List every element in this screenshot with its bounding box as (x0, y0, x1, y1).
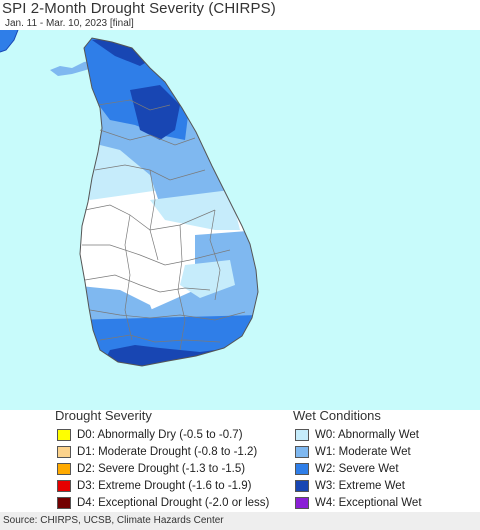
ocean (0, 30, 480, 410)
legend-swatch-d3 (57, 480, 71, 492)
source-credit: Source: CHIRPS, UCSB, Climate Hazards Ce… (0, 512, 480, 530)
legend-item-d3: D3: Extreme Drought (-1.6 to -1.9) (57, 478, 251, 494)
legend-item-d1: D1: Moderate Drought (-0.8 to -1.2) (57, 444, 257, 460)
map-title: SPI 2-Month Drought Severity (CHIRPS) (2, 0, 276, 17)
legend-swatch-w3 (295, 480, 309, 492)
legend-swatch-w0 (295, 429, 309, 441)
legend-swatch-w1 (295, 446, 309, 458)
legend-item-w4: W4: Exceptional Wet (295, 495, 422, 511)
district-boundaries (82, 99, 246, 351)
legend-item-d2: D2: Severe Drought (-1.3 to -1.5) (57, 461, 245, 477)
map-subtitle: Jan. 11 - Mar. 10, 2023 [final] (5, 18, 134, 29)
legend-item-w3: W3: Extreme Wet (295, 478, 405, 494)
jaffna-peninsula (50, 50, 120, 76)
legend-swatch-d4 (57, 497, 71, 509)
sri-lanka-map (0, 30, 480, 410)
legend-swatch-d2 (57, 463, 71, 475)
legend-item-d0: D0: Abnormally Dry (-0.5 to -0.7) (57, 427, 243, 443)
wet-legend-heading: Wet Conditions (293, 408, 381, 423)
india-coast-edge (0, 30, 19, 53)
legend-swatch-d1 (57, 446, 71, 458)
legend-item-d4: D4: Exceptional Drought (-2.0 or less) (57, 495, 269, 511)
india-coast (0, 30, 18, 52)
legend-item-w0: W0: Abnormally Wet (295, 427, 419, 443)
legend-swatch-w2 (295, 463, 309, 475)
wet-w0-east (150, 190, 240, 230)
legend-swatch-d0 (57, 429, 71, 441)
sri-lanka-outline (79, 37, 259, 367)
wet-w3-north (130, 85, 180, 140)
legend-item-w1: W1: Moderate Wet (295, 444, 411, 460)
drought-legend-heading: Drought Severity (55, 408, 152, 423)
legend-swatch-w4 (295, 497, 309, 509)
legend-item-w2: W2: Severe Wet (295, 461, 399, 477)
wet-w3-tip (92, 38, 150, 66)
